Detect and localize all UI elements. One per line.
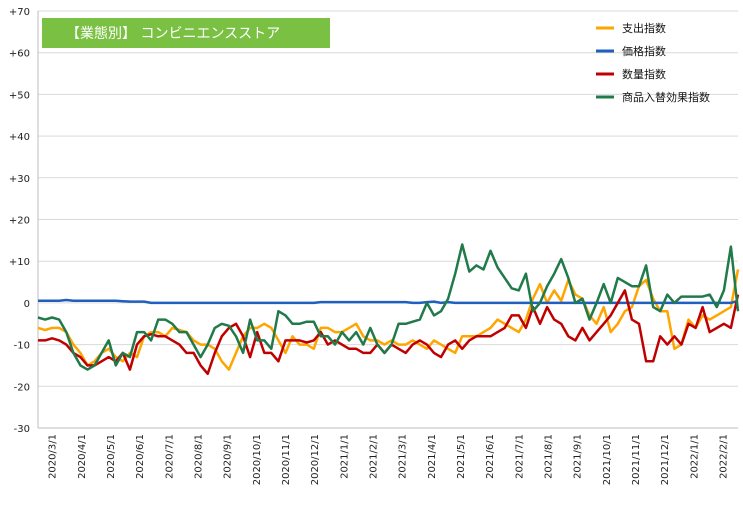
legend-label: 数量指数 <box>622 67 666 81</box>
legend-label: 価格指数 <box>622 44 666 58</box>
chart-title-background <box>42 18 330 48</box>
x-tick-label: 2022/2/1 <box>718 434 729 479</box>
x-tick-label: 2021/2/1 <box>368 434 379 479</box>
gridlines <box>37 10 738 429</box>
x-tick-label: 2021/11/1 <box>631 434 642 485</box>
x-tick-label: 2021/7/1 <box>514 434 525 479</box>
series-line-3 <box>37 243 740 371</box>
x-tick-label: 2020/7/1 <box>164 434 175 479</box>
x-tick-label: 2021/5/1 <box>456 434 467 479</box>
x-axis-ticks: 2020/3/1 2020/4/1 2020/5/1 2020/6/1 2020/7/1… <box>48 434 730 485</box>
y-tick-label: +60 <box>9 49 30 60</box>
x-tick-label: 2020/12/1 <box>310 434 321 485</box>
y-tick-label: 0 <box>24 299 30 310</box>
x-tick-label: 2020/8/1 <box>193 434 204 479</box>
x-tick-label: 2020/9/1 <box>223 434 234 479</box>
x-tick-label: 2020/11/1 <box>281 434 292 485</box>
x-tick-label: 2020/5/1 <box>106 434 117 479</box>
x-tick-label: 2021/10/1 <box>602 434 613 485</box>
y-tick-label: +20 <box>9 216 30 227</box>
x-tick-label: 2021/3/1 <box>398 434 409 479</box>
y-tick-label: +40 <box>9 132 30 143</box>
x-tick-label: 2021/6/1 <box>485 434 496 479</box>
x-tick-label: 2021/8/1 <box>543 434 554 479</box>
legend-label: 支出指数 <box>622 21 666 35</box>
y-tick-label: +30 <box>9 174 30 185</box>
x-tick-label: 2021/9/1 <box>573 434 584 479</box>
y-tick-label: -30 <box>14 424 30 435</box>
x-tick-label: 2022/1/1 <box>689 434 700 479</box>
chart-title: 【業態別】 コンビニエンスストア <box>66 26 280 42</box>
x-tick-label: 2020/4/1 <box>77 434 88 479</box>
y-tick-label: -10 <box>14 341 30 352</box>
x-tick-label: 2021/12/1 <box>660 434 671 485</box>
y-tick-label: +70 <box>9 7 30 18</box>
y-tick-label: +50 <box>9 90 30 101</box>
chart-title-box: 【業態別】 コンビニエンスストア <box>42 18 330 48</box>
y-tick-label: -20 <box>14 382 30 393</box>
series-line-1 <box>38 298 739 305</box>
legend-label: 商品入替効果指数 <box>622 90 710 104</box>
x-tick-label: 2020/3/1 <box>48 434 59 479</box>
series-lines <box>37 243 740 376</box>
x-tick-label: 2021/1/1 <box>339 434 350 479</box>
x-tick-label: 2020/6/1 <box>135 434 146 479</box>
x-tick-label: 2020/10/1 <box>252 434 263 485</box>
x-tick-label: 2021/4/1 <box>427 434 438 479</box>
y-tick-label: +10 <box>9 257 30 268</box>
y-axis-ticks: -30 -20 -10 0 +10 +20 +30 +40 +50 +60 +70 <box>9 7 30 435</box>
